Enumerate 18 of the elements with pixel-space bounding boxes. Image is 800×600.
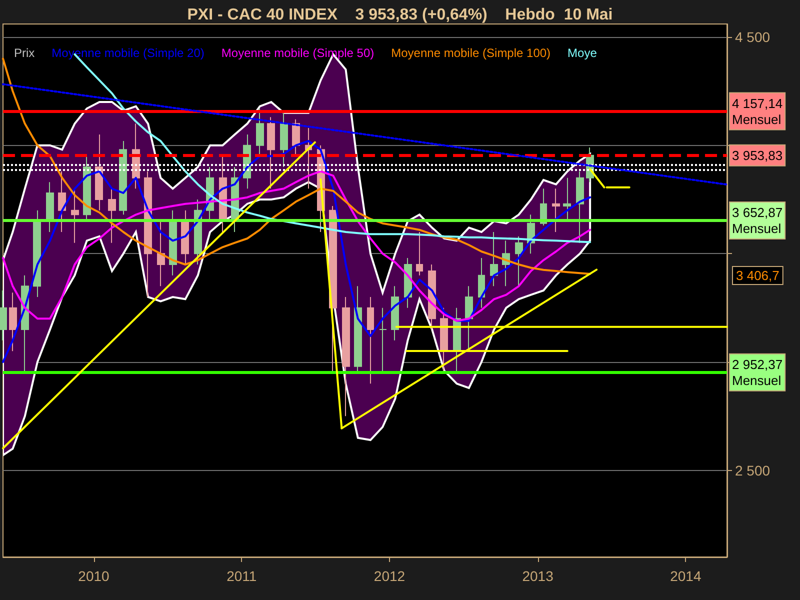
x-tick-label: 2010 <box>78 568 110 584</box>
y-tick-label: 2 500 <box>735 462 770 478</box>
x-tick-label: 2012 <box>374 568 406 584</box>
x-tick-label: 2011 <box>226 568 257 584</box>
text: Moye <box>568 46 598 60</box>
text: 3 406,7 <box>736 268 780 283</box>
ref-line-label: 2 952,37 Mensuel <box>732 356 783 388</box>
x-tick-label: 2014 <box>670 568 702 584</box>
text: Prix <box>14 46 35 60</box>
text: Moyenne mobile (Simple 50) <box>221 46 374 60</box>
y-tick-label: 4 500 <box>735 29 770 45</box>
text: Moyenne mobile (Simple 20) <box>52 46 204 60</box>
chart-title: PXI - CAC 40 INDEX 3 953,83 (+0,64%) Hebdo 10 Mai <box>187 6 613 24</box>
text: Moyenne mobile (Simple 100) <box>391 46 551 60</box>
ref-line-label: 3 652,87 Mensuel <box>732 205 783 236</box>
ref-line-label: 3 953,83 <box>732 148 783 163</box>
ref-line-label: 4 157,14 Mensuel <box>732 96 783 127</box>
x-tick-label: 2013 <box>522 568 554 584</box>
